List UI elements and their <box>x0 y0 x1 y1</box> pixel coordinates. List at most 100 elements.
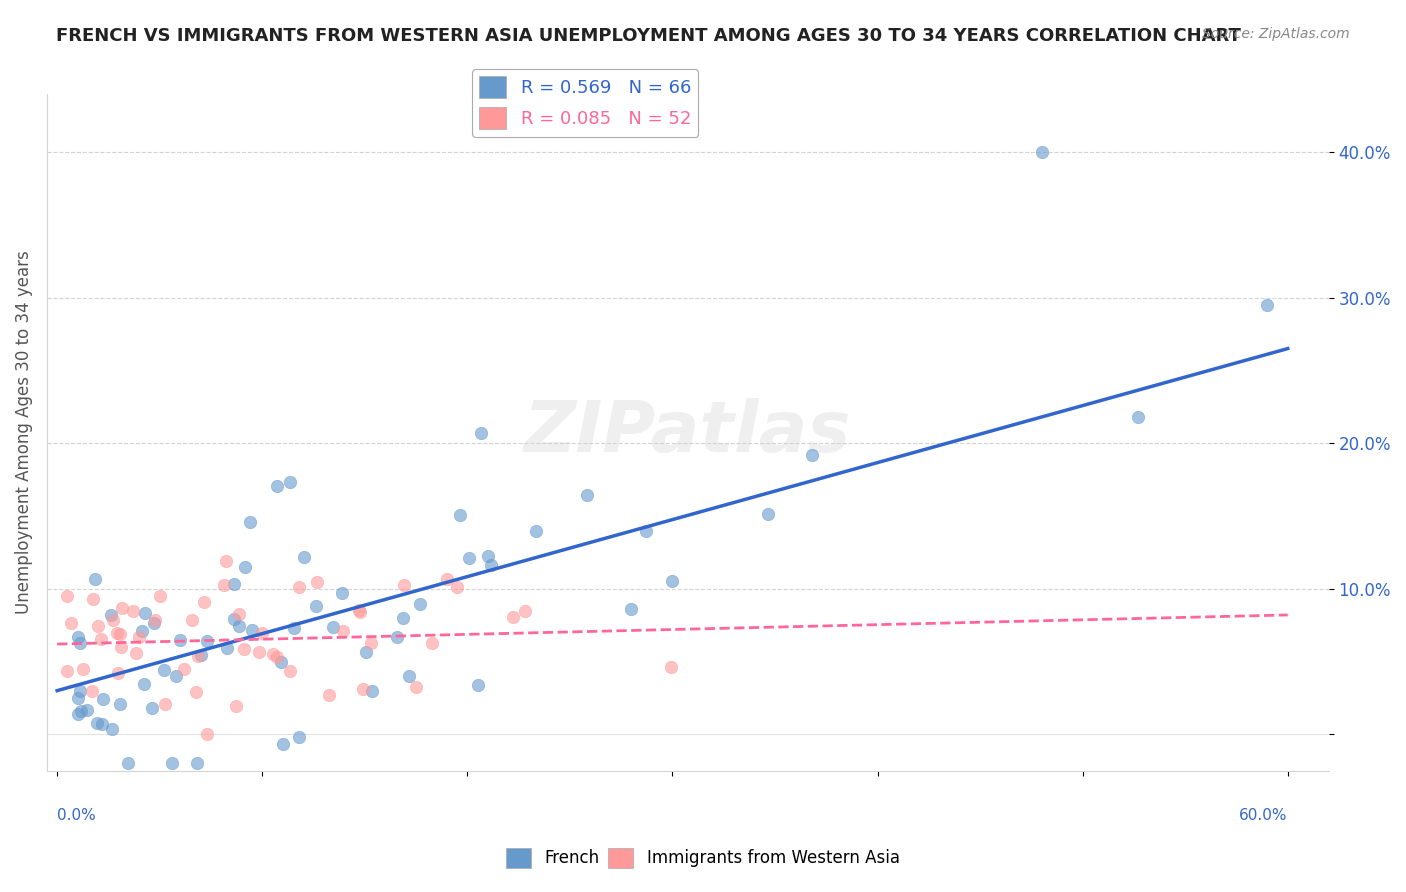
Point <box>165 669 187 683</box>
Point <box>108 626 131 640</box>
Point <box>330 586 353 600</box>
Point <box>283 621 305 635</box>
Point <box>405 680 427 694</box>
Point <box>173 662 195 676</box>
Point <box>111 600 134 615</box>
Text: ZIPatlas: ZIPatlas <box>524 398 852 467</box>
Text: FRENCH VS IMMIGRANTS FROM WESTERN ASIA UNEMPLOYMENT AMONG AGES 30 TO 34 YEARS CO: FRENCH VS IMMIGRANTS FROM WESTERN ASIA U… <box>56 27 1241 45</box>
Point <box>169 632 191 647</box>
Text: Source: ZipAtlas.com: Source: ZipAtlas.com <box>1202 27 1350 41</box>
Point <box>100 607 122 622</box>
Point <box>354 645 377 659</box>
Point <box>190 648 212 662</box>
Point <box>56 589 79 603</box>
Point <box>360 636 382 650</box>
Point <box>91 692 114 706</box>
Point <box>361 684 384 698</box>
Point <box>215 641 238 656</box>
Point <box>128 630 150 644</box>
Point <box>143 615 166 630</box>
Point <box>240 623 263 637</box>
Point <box>222 577 245 591</box>
Point <box>107 626 129 640</box>
Point <box>502 610 524 624</box>
Point <box>1126 409 1149 424</box>
Point <box>307 575 329 590</box>
Point <box>347 603 370 617</box>
Point <box>228 619 250 633</box>
Point <box>110 640 132 655</box>
Point <box>225 699 247 714</box>
Point <box>352 682 374 697</box>
Point <box>280 665 302 679</box>
Point <box>477 549 499 563</box>
Point <box>134 606 156 620</box>
Point <box>215 554 238 568</box>
Point <box>66 707 89 722</box>
Point <box>186 685 208 699</box>
Point <box>122 604 145 618</box>
Point <box>70 705 93 719</box>
Point <box>160 756 183 771</box>
Point <box>80 683 103 698</box>
Point <box>153 697 176 711</box>
Point <box>636 524 658 539</box>
Point <box>187 649 209 664</box>
Text: 0.0%: 0.0% <box>58 808 96 823</box>
Point <box>332 624 354 639</box>
Point <box>108 697 131 711</box>
Point <box>576 487 599 501</box>
Point <box>195 634 218 648</box>
Point <box>318 688 340 702</box>
Point <box>125 646 148 660</box>
Point <box>470 426 492 441</box>
Point <box>180 613 202 627</box>
Point <box>756 508 779 522</box>
Point <box>266 649 288 664</box>
Point <box>186 756 208 771</box>
Point <box>266 479 288 493</box>
Point <box>195 727 218 741</box>
Point <box>132 677 155 691</box>
Point <box>280 475 302 490</box>
Point <box>467 678 489 692</box>
Point <box>76 703 98 717</box>
Point <box>250 626 273 640</box>
Point <box>152 663 174 677</box>
Point <box>103 613 125 627</box>
Point <box>661 574 683 589</box>
Point <box>228 607 250 621</box>
Point <box>513 605 536 619</box>
Point <box>141 701 163 715</box>
Point <box>90 717 112 731</box>
Point <box>385 630 408 644</box>
Point <box>233 642 256 657</box>
Point <box>69 636 91 650</box>
Point <box>1256 298 1278 312</box>
Point <box>449 508 471 522</box>
Point <box>398 669 420 683</box>
Point <box>60 615 83 630</box>
Point <box>479 558 502 573</box>
Point <box>214 577 236 591</box>
Point <box>458 551 481 566</box>
Point <box>66 630 89 644</box>
Point <box>271 737 294 751</box>
Text: 60.0%: 60.0% <box>1239 808 1288 823</box>
Point <box>262 647 284 661</box>
Point <box>143 613 166 627</box>
Point <box>436 573 458 587</box>
Point <box>131 624 153 638</box>
Point <box>422 635 444 649</box>
Point <box>72 663 94 677</box>
Point <box>224 612 246 626</box>
Point <box>349 605 371 619</box>
Point <box>392 611 415 625</box>
Point <box>86 715 108 730</box>
Point <box>149 590 172 604</box>
Point <box>292 549 315 564</box>
Point <box>305 599 328 614</box>
Point <box>270 655 292 669</box>
Point <box>90 632 112 646</box>
Point <box>86 619 108 633</box>
